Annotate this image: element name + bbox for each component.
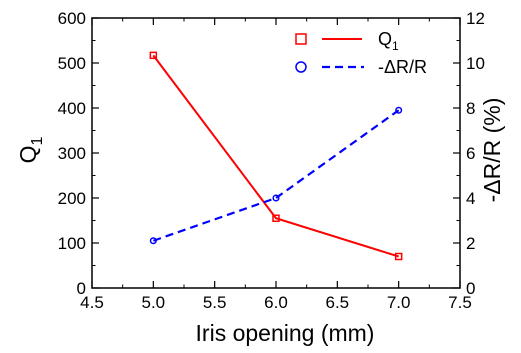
- x-tick-label: 5.5: [203, 293, 227, 312]
- axis-ticks: 4.5 5.0 5.5 6.0 6.5 7.0 7.50100200300400500600…: [58, 9, 485, 312]
- y-right-tick-label: 8: [466, 99, 475, 118]
- legend-marker-circle: [295, 61, 307, 73]
- legend-entry-delta-r: -ΔR/R: [295, 57, 427, 77]
- x-tick-label: 7.5: [448, 293, 472, 312]
- y-left-tick-label: 500: [58, 54, 86, 73]
- y-left-tick-label: 300: [58, 144, 86, 163]
- y-left-axis-title-sub: 1: [29, 137, 46, 146]
- y-right-tick-label: 4: [466, 189, 475, 208]
- series-line-0: [152, 54, 399, 258]
- y-left-tick-label: 0: [77, 279, 86, 298]
- y-right-axis-title: -ΔR/R (%): [479, 98, 505, 203]
- data-point-circle: [149, 237, 157, 245]
- x-tick-label: 6.0: [264, 293, 288, 312]
- y-left-axis-title-main: Q: [15, 146, 41, 164]
- series-line-1: [152, 109, 400, 242]
- legend-label-q1-sub: 1: [392, 39, 399, 53]
- legend-entry-q1: Q1: [295, 29, 399, 53]
- x-tick-label: 5.0: [142, 293, 166, 312]
- y-left-axis-title: Q1: [15, 137, 46, 164]
- y-right-tick-label: 6: [466, 144, 475, 163]
- x-axis-title: Iris opening (mm): [196, 320, 375, 346]
- legend: Q1 -ΔR/R: [295, 29, 427, 77]
- legend-label-q1: Q1: [378, 29, 399, 53]
- y-right-tick-label: 2: [466, 234, 475, 253]
- y-left-tick-label: 100: [58, 234, 86, 253]
- y-right-tick-label: 10: [466, 54, 485, 73]
- y-left-tick-label: 400: [58, 99, 86, 118]
- x-tick-label: 7.0: [387, 293, 411, 312]
- y-left-tick-label: 600: [58, 9, 86, 28]
- y-left-tick-label: 200: [58, 189, 86, 208]
- y-right-tick-label: 12: [466, 9, 485, 28]
- data-point-square: [272, 214, 280, 222]
- data-point-square: [149, 51, 158, 60]
- data-point-circle: [272, 194, 280, 202]
- data-series: [149, 51, 403, 261]
- data-point-square: [394, 252, 403, 261]
- y-right-tick-label: 0: [466, 279, 475, 298]
- x-tick-label: 4.5: [80, 293, 104, 312]
- data-point-circle: [395, 106, 403, 114]
- legend-label-q1-main: Q: [378, 29, 392, 49]
- legend-label-delta-r: -ΔR/R: [378, 57, 427, 77]
- legend-marker-square: [295, 33, 307, 45]
- x-tick-label: 6.5: [326, 293, 350, 312]
